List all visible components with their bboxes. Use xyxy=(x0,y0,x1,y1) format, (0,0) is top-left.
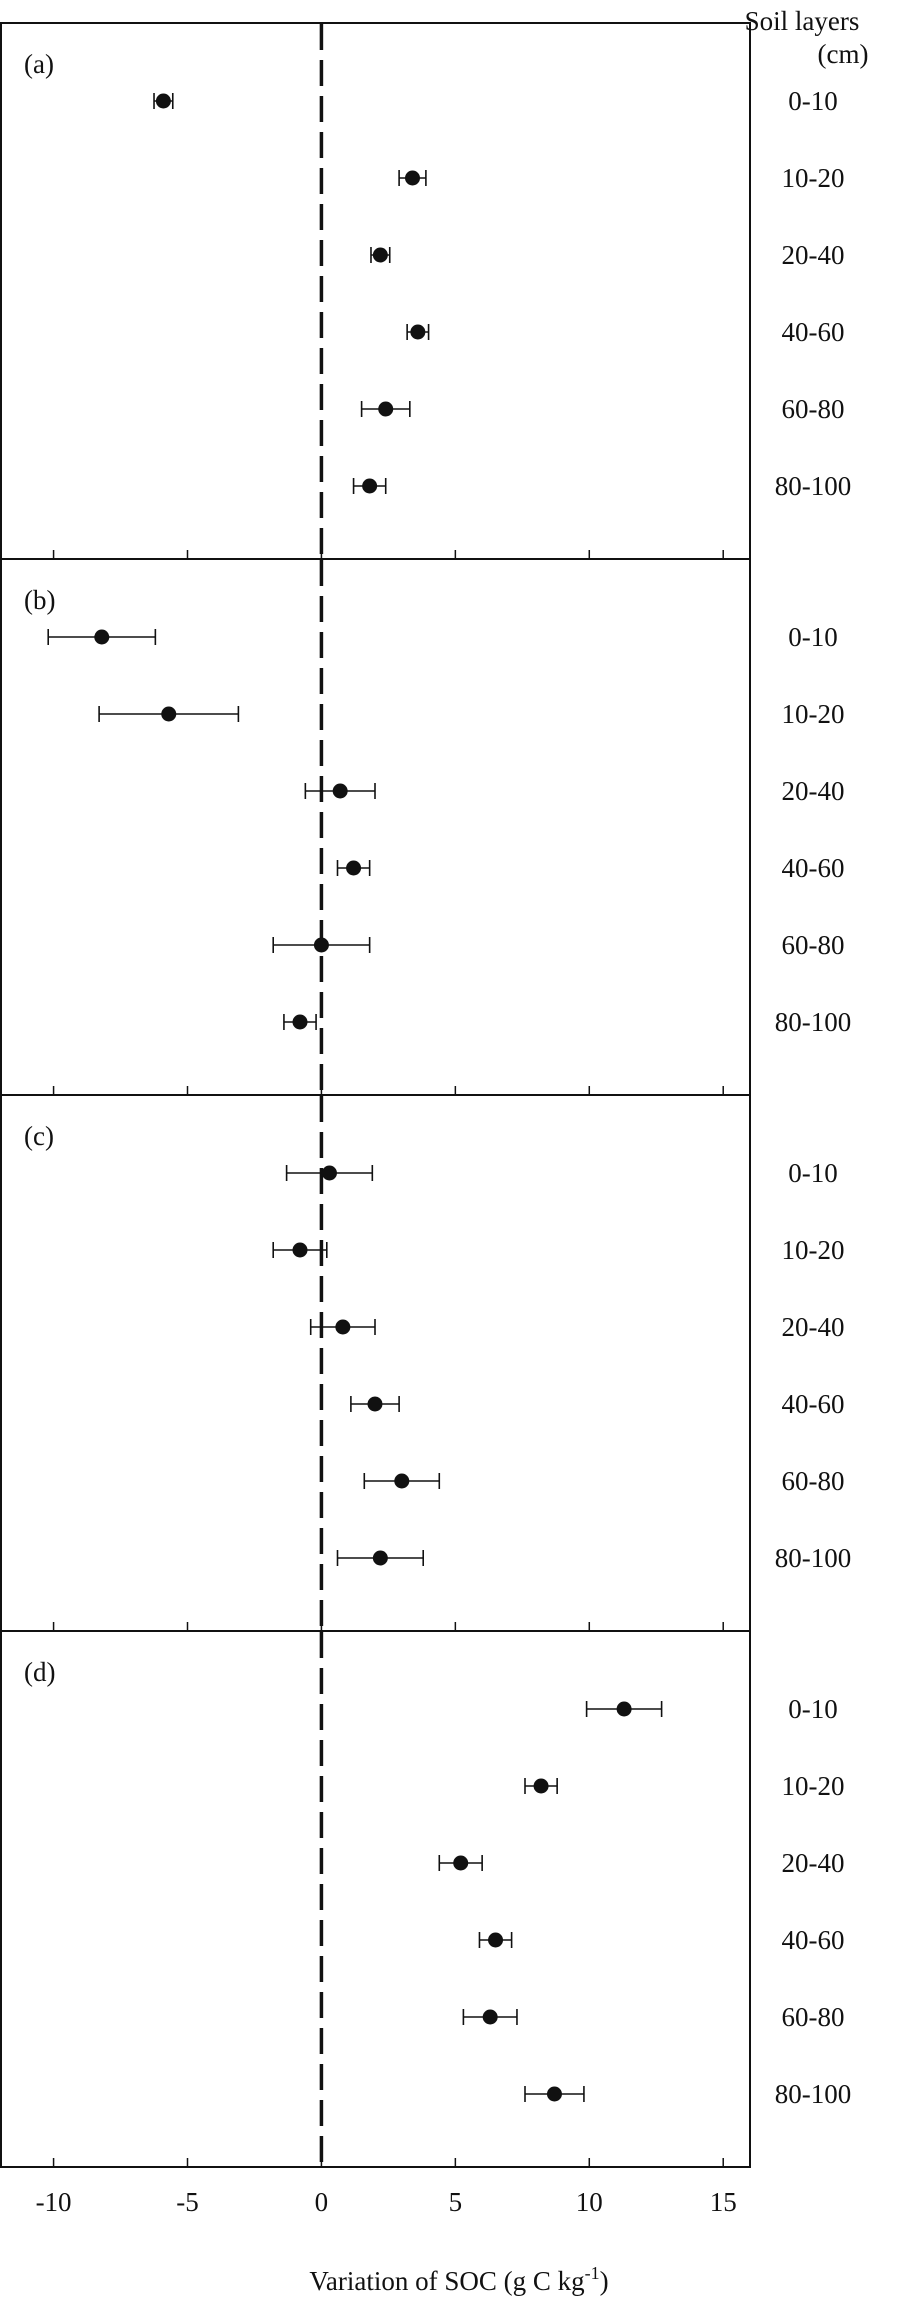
panel-d-category-label-40-60: 40-60 xyxy=(782,1925,845,1955)
panel-a-category-label-40-60: 40-60 xyxy=(782,317,845,347)
panel-d-point-80-100 xyxy=(546,2086,562,2102)
panel-c-category-label-60-80: 60-80 xyxy=(782,1466,845,1496)
panel-b-category-label-80-100: 80-100 xyxy=(775,1007,852,1037)
panel-a-point-60-80 xyxy=(378,401,394,417)
panel-c-point-20-40 xyxy=(335,1319,351,1335)
panel-b-category-label-20-40: 20-40 xyxy=(782,776,845,806)
panel-b-point-80-100 xyxy=(292,1014,308,1030)
panel-a-point-10-20 xyxy=(405,170,420,186)
panel-b-category-label-40-60: 40-60 xyxy=(782,853,845,883)
panel-b-point-60-80 xyxy=(313,937,329,953)
x-axis-title: Variation of SOC (g C kg-1) xyxy=(309,2263,608,2296)
x-axis-title-main: Variation of SOC (g C kg xyxy=(309,2266,584,2296)
y-axis-title-line-1: Soil layers xyxy=(745,6,860,36)
panel-d-category-label-0-10: 0-10 xyxy=(788,1694,838,1724)
data-marks xyxy=(47,93,663,2102)
panel-b-category-label-10-20: 10-20 xyxy=(782,699,845,729)
panel-a-point-40-60 xyxy=(410,324,426,340)
panel-c-category-label-10-20: 10-20 xyxy=(782,1235,845,1265)
x-axis-title-superscript: -1 xyxy=(585,2263,600,2283)
panel-b-label: (b) xyxy=(24,585,55,615)
panel-c-label: (c) xyxy=(24,1121,54,1151)
x-tick-label-3: 5 xyxy=(449,2187,463,2217)
panel-b-point-20-40 xyxy=(332,783,348,799)
panel-d-point-20-40 xyxy=(453,1855,469,1871)
panel-b-point-10-20 xyxy=(161,706,177,722)
panel-b-category-label-60-80: 60-80 xyxy=(782,930,845,960)
panel-a-point-80-100 xyxy=(362,478,378,494)
panel-a-point-20-40 xyxy=(372,247,388,263)
panel-b-frame xyxy=(0,558,751,1096)
panel-d-label: (d) xyxy=(24,1657,55,1687)
panel-a-point-0-10 xyxy=(155,93,171,109)
panel-c-category-label-40-60: 40-60 xyxy=(782,1389,845,1419)
panel-d-point-0-10 xyxy=(616,1701,632,1717)
panel-a-frame xyxy=(0,22,751,560)
panel-a-category-label-10-20: 10-20 xyxy=(782,163,845,193)
panel-d-point-60-80 xyxy=(482,2009,498,2025)
panel-c-frame xyxy=(0,1094,751,1632)
x-tick-label-2: 0 xyxy=(315,2187,329,2217)
panel-c-point-80-100 xyxy=(372,1550,388,1566)
x-tick-label-4: 10 xyxy=(576,2187,603,2217)
panel-b-point-0-10 xyxy=(94,629,110,645)
panel-c-point-10-20 xyxy=(292,1242,308,1258)
panel-d-category-label-80-100: 80-100 xyxy=(775,2079,852,2109)
panel-a-category-label-0-10: 0-10 xyxy=(788,86,838,116)
x-tick-label-5: 15 xyxy=(710,2187,737,2217)
panel-a-category-label-60-80: 60-80 xyxy=(782,394,845,424)
panel-c-point-0-10 xyxy=(321,1165,337,1181)
panel-c-category-label-80-100: 80-100 xyxy=(775,1543,852,1573)
panel-d-point-40-60 xyxy=(488,1932,504,1948)
y-axis-title-line-2: (cm) xyxy=(818,39,869,69)
panel-c-category-label-20-40: 20-40 xyxy=(782,1312,845,1342)
panel-a-category-label-20-40: 20-40 xyxy=(782,240,845,270)
panel-d-category-label-20-40: 20-40 xyxy=(782,1848,845,1878)
panel-d-category-label-60-80: 60-80 xyxy=(782,2002,845,2032)
panel-c-point-60-80 xyxy=(394,1473,410,1489)
panel-a-label: (a) xyxy=(24,49,54,79)
panel-d-frame xyxy=(0,1630,751,2168)
text-labels: Soil layers (cm) Variation of SOC (g C k… xyxy=(24,6,868,2296)
panel-a-category-label-80-100: 80-100 xyxy=(775,471,852,501)
panel-d-category-label-10-20: 10-20 xyxy=(782,1771,845,1801)
plot-frames xyxy=(0,22,751,2168)
x-tick-label-0: -10 xyxy=(36,2187,72,2217)
x-tick-label-1: -5 xyxy=(176,2187,199,2217)
panel-c-category-label-0-10: 0-10 xyxy=(788,1158,838,1188)
panel-d-point-10-20 xyxy=(533,1778,549,1794)
panel-b-point-40-60 xyxy=(346,860,362,876)
panel-c-point-40-60 xyxy=(367,1396,383,1412)
x-axis-title-close: ) xyxy=(600,2266,609,2296)
panel-b-category-label-0-10: 0-10 xyxy=(788,622,838,652)
